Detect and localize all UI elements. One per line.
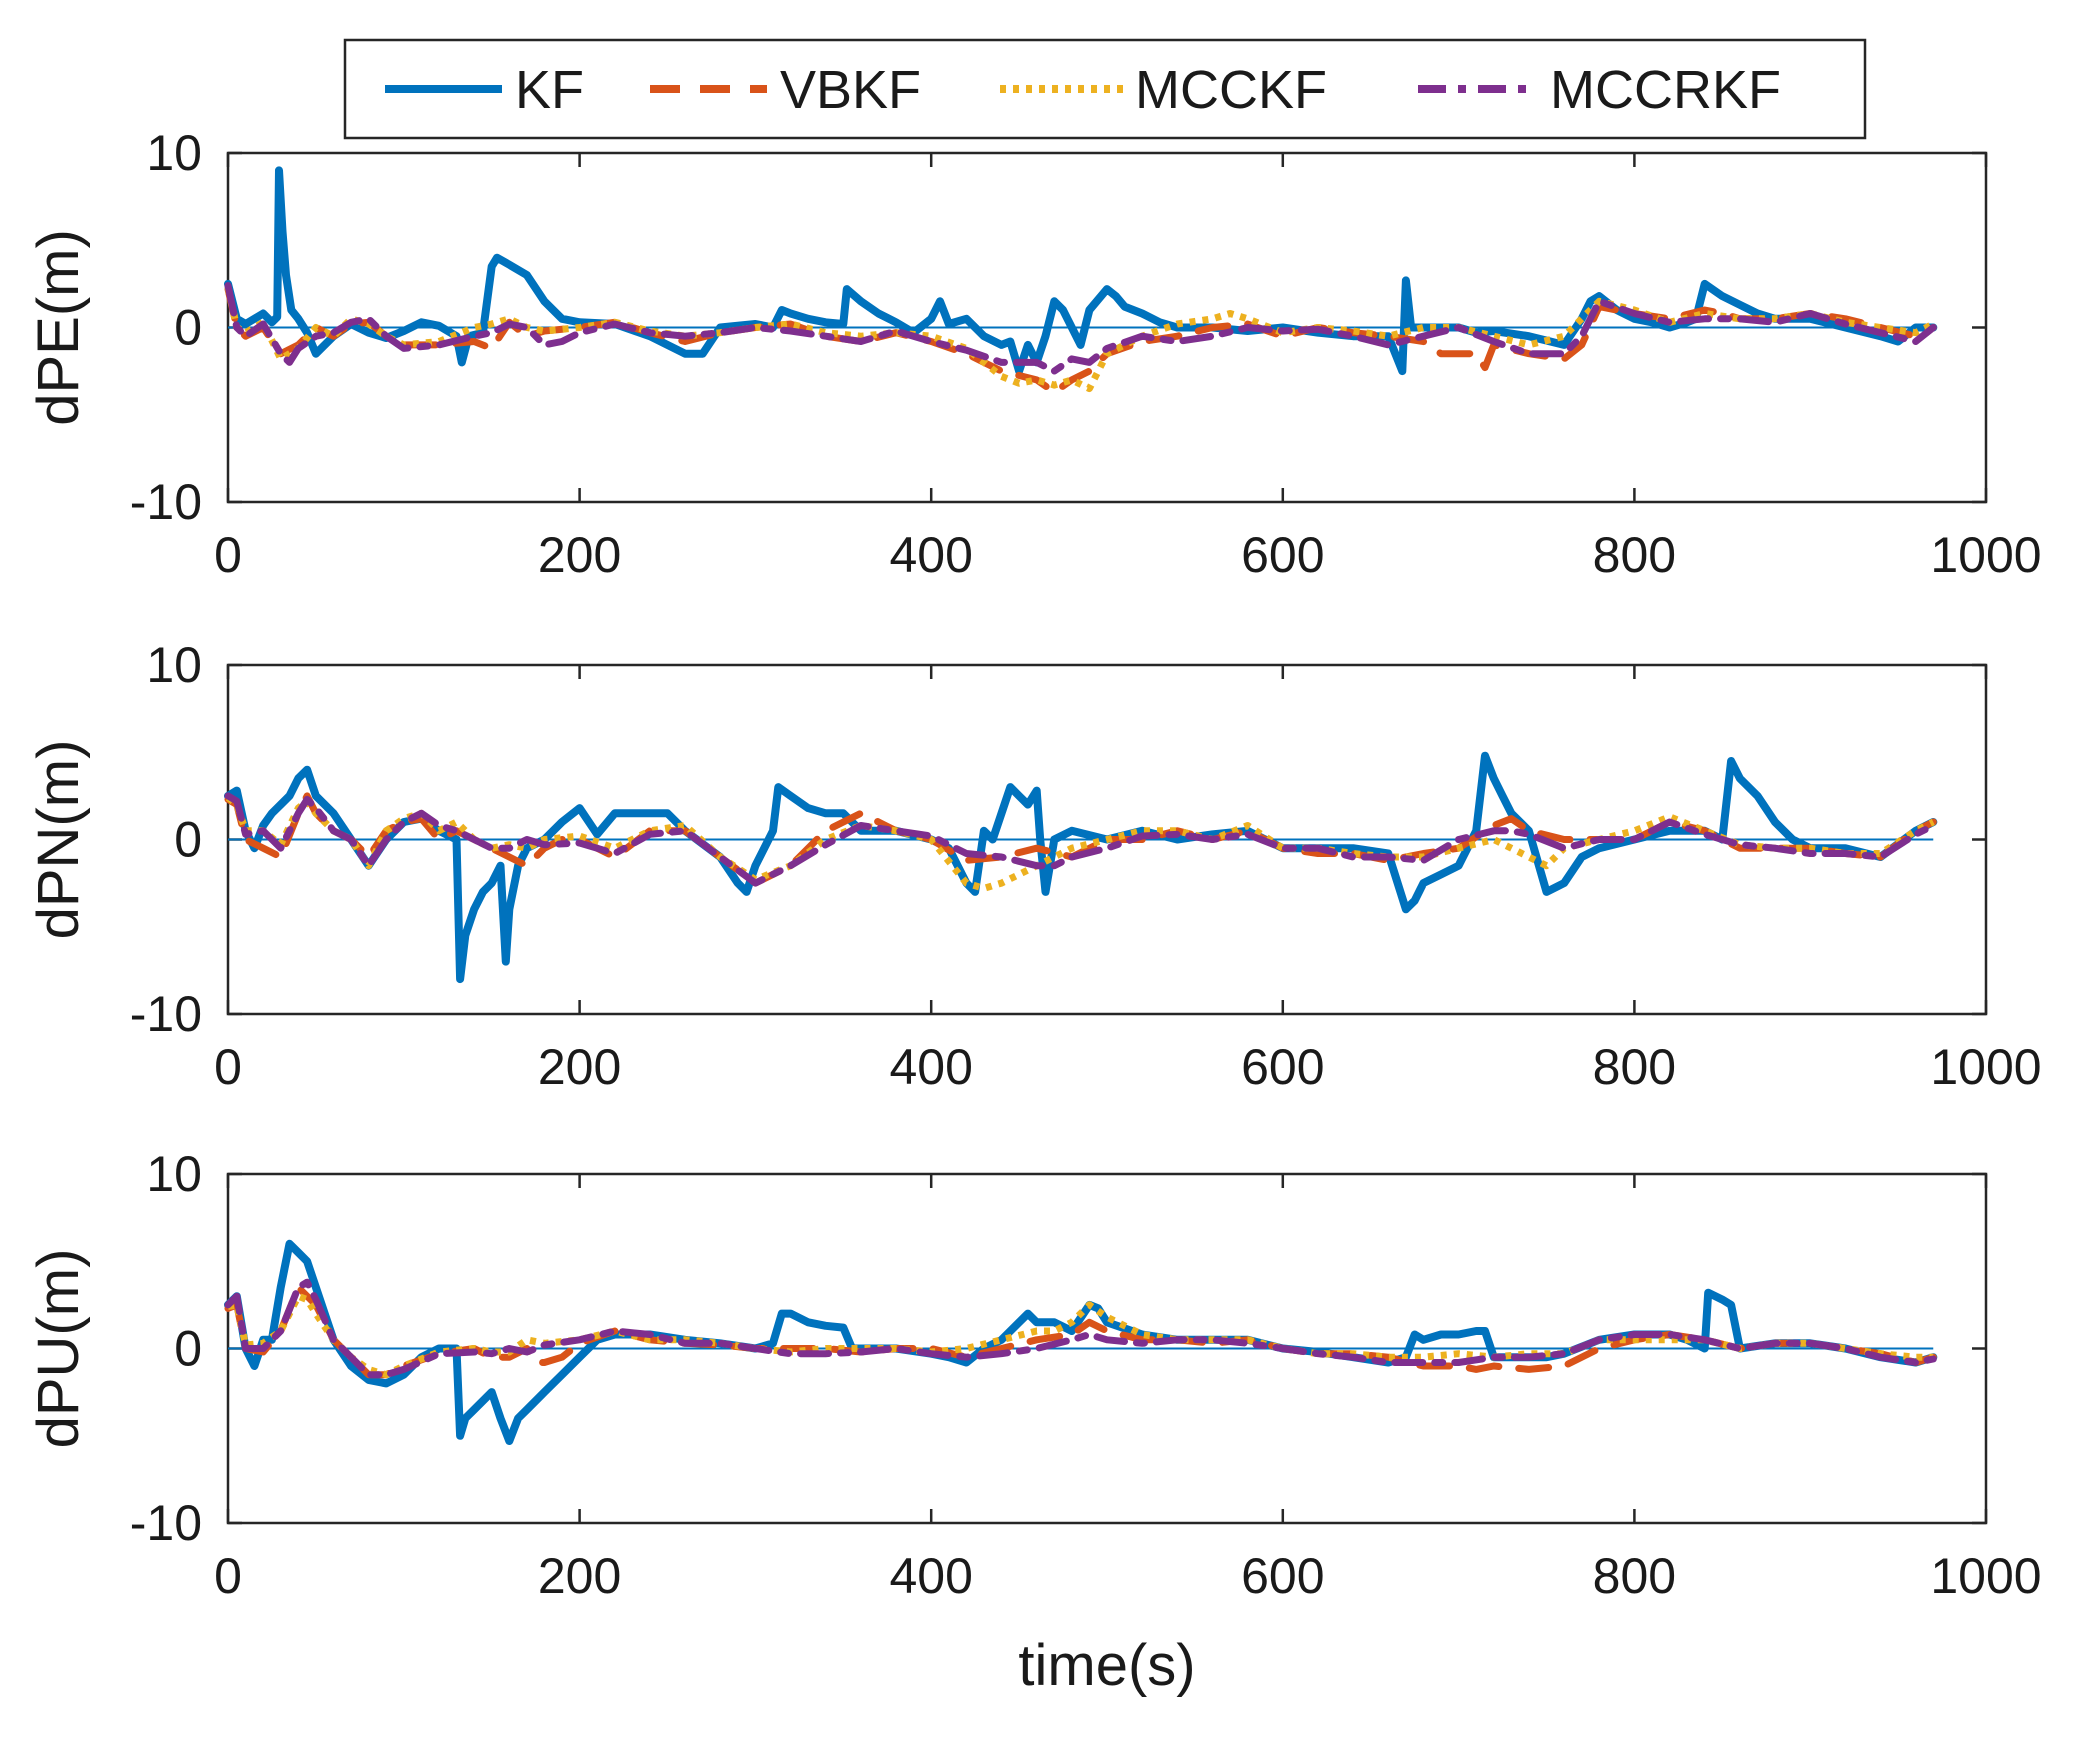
y-tick-label: -10 bbox=[130, 1495, 202, 1551]
legend: KF VBKF MCCKF MCCRKF bbox=[343, 38, 1867, 140]
x-tick-label: 800 bbox=[1593, 1039, 1676, 1095]
legend-label-mccrkf: MCCRKF bbox=[1550, 60, 1781, 120]
y-axis-label: dPU(m) bbox=[26, 1249, 91, 1449]
x-tick-label: 400 bbox=[889, 1039, 972, 1095]
x-tick-label: 400 bbox=[889, 1548, 972, 1604]
x-tick-label: 600 bbox=[1241, 527, 1324, 583]
x-tick-label: 0 bbox=[214, 527, 242, 583]
x-tick-label: 200 bbox=[538, 1548, 621, 1604]
series-line-mccrkf bbox=[224, 792, 1937, 887]
y-tick-label: 0 bbox=[174, 1321, 202, 1377]
x-tick-label: 600 bbox=[1241, 1548, 1324, 1604]
y-tick-label: -10 bbox=[130, 474, 202, 530]
x-tick-label: 200 bbox=[538, 1039, 621, 1095]
x-tick-label: 0 bbox=[214, 1039, 242, 1095]
series-line-mcckf bbox=[225, 794, 1935, 892]
series-line-mccrkf bbox=[224, 1278, 1937, 1379]
x-tick-label: 600 bbox=[1241, 1039, 1324, 1095]
series-line-mccrkf bbox=[224, 282, 1937, 375]
x-tick-label: 200 bbox=[538, 527, 621, 583]
y-axis-label: dPN(m) bbox=[26, 740, 91, 940]
x-tick-label: 1000 bbox=[1930, 527, 2041, 583]
series-line-kf bbox=[224, 166, 1938, 376]
y-tick-label: 10 bbox=[146, 637, 202, 693]
y-tick-label: 0 bbox=[174, 300, 202, 356]
y-tick-label: -10 bbox=[130, 986, 202, 1042]
x-tick-label: 400 bbox=[889, 527, 972, 583]
legend-label-vbkf: VBKF bbox=[780, 60, 921, 120]
x-tick-label: 0 bbox=[214, 1548, 242, 1604]
x-tick-label: 1000 bbox=[1930, 1548, 2041, 1604]
y-tick-label: 10 bbox=[146, 1146, 202, 1202]
series-line-kf bbox=[224, 751, 1938, 984]
series-line-vbkf bbox=[224, 1283, 1937, 1379]
y-axis-label: dPE(m) bbox=[26, 229, 91, 426]
x-tick-label: 1000 bbox=[1930, 1039, 2041, 1095]
y-tick-label: 0 bbox=[174, 812, 202, 868]
x-axis-label: time(s) bbox=[1018, 1633, 1195, 1698]
x-tick-label: 800 bbox=[1593, 1548, 1676, 1604]
y-tick-label: 10 bbox=[146, 125, 202, 181]
legend-label-kf: KF bbox=[515, 60, 584, 120]
x-tick-label: 800 bbox=[1593, 527, 1676, 583]
legend-label-mcckf: MCCKF bbox=[1135, 60, 1327, 120]
